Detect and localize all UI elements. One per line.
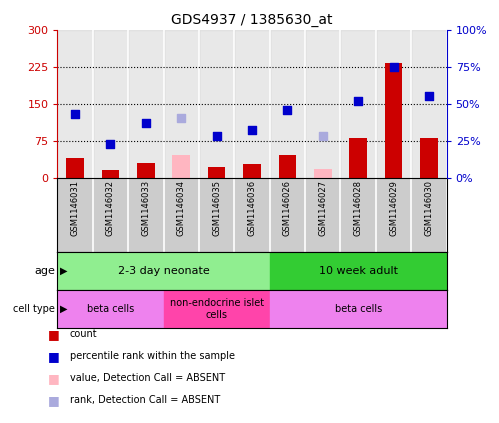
Text: ▶: ▶ (60, 304, 67, 314)
Point (177, 115, 185, 122)
Bar (235, 30, 269, 178)
Text: cell type: cell type (13, 304, 55, 314)
Text: GSM1146030: GSM1146030 (425, 180, 434, 236)
Bar (305, 30, 340, 178)
Point (283, 106, 291, 113)
Bar (66, 158, 84, 178)
Point (71, 110, 79, 117)
Text: GSM1146033: GSM1146033 (141, 180, 150, 236)
Point (213, 133, 221, 140)
Text: 10 week adult: 10 week adult (319, 266, 398, 276)
Bar (164, 290, 269, 328)
Bar (137, 163, 155, 178)
Bar (57, 252, 269, 290)
Text: GSM1146031: GSM1146031 (70, 180, 79, 236)
Text: GSM1146034: GSM1146034 (177, 180, 186, 236)
Bar (411, 30, 447, 178)
Bar (385, 63, 402, 178)
Text: ▶: ▶ (60, 266, 67, 276)
Text: count: count (70, 329, 97, 339)
Bar (314, 169, 332, 178)
Text: GSM1146036: GSM1146036 (248, 180, 256, 236)
Text: non-endocrine islet
cells: non-endocrine islet cells (170, 298, 263, 320)
Bar (278, 155, 296, 178)
Text: beta cells: beta cells (87, 304, 134, 314)
Bar (243, 164, 261, 178)
Bar (164, 30, 199, 178)
Bar (349, 138, 367, 178)
Title: GDS4937 / 1385630_at: GDS4937 / 1385630_at (171, 13, 333, 27)
Bar (172, 155, 190, 178)
Bar (102, 170, 119, 178)
Text: GSM1146026: GSM1146026 (283, 180, 292, 236)
Text: ■: ■ (47, 350, 59, 363)
Point (142, 120, 150, 126)
Bar (128, 30, 164, 178)
Text: age: age (34, 266, 55, 276)
Bar (376, 30, 411, 178)
Bar (208, 167, 226, 178)
Bar (57, 290, 164, 328)
Text: percentile rank within the sample: percentile rank within the sample (70, 351, 235, 361)
Text: beta cells: beta cells (334, 304, 382, 314)
Text: GSM1146032: GSM1146032 (106, 180, 115, 236)
Text: ■: ■ (47, 372, 59, 385)
Bar (340, 30, 376, 178)
Bar (269, 290, 447, 328)
Text: GSM1146027: GSM1146027 (318, 180, 327, 236)
Bar (93, 30, 128, 178)
Text: GSM1146028: GSM1146028 (354, 180, 363, 236)
Point (248, 127, 256, 134)
Point (354, 97, 362, 104)
Point (390, 63, 398, 70)
Text: GSM1146035: GSM1146035 (212, 180, 221, 236)
Bar (420, 138, 438, 178)
Bar (269, 30, 305, 178)
Point (106, 140, 114, 147)
Text: value, Detection Call = ABSENT: value, Detection Call = ABSENT (70, 373, 225, 383)
Text: rank, Detection Call = ABSENT: rank, Detection Call = ABSENT (70, 395, 220, 405)
Bar (269, 252, 447, 290)
Text: ■: ■ (47, 394, 59, 407)
Point (319, 133, 327, 140)
Text: ■: ■ (47, 328, 59, 341)
Bar (199, 30, 235, 178)
Bar (57, 30, 93, 178)
Point (425, 93, 433, 100)
Text: 2-3 day neonate: 2-3 day neonate (118, 266, 210, 276)
Text: GSM1146029: GSM1146029 (389, 180, 398, 236)
